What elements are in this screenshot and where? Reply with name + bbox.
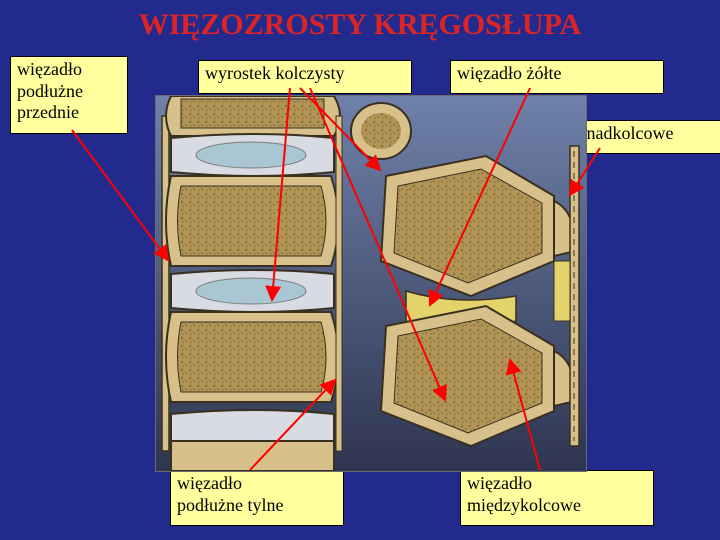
label-podluzne-przednie: więzadło podłużne przednie — [10, 56, 128, 134]
stage: WIĘZOZROSTY KRĘGOSŁUPA więzadło podłużne… — [0, 0, 720, 540]
title: WIĘZOZROSTY KRĘGOSŁUPA — [0, 8, 720, 42]
label-wyrostek-kolczysty: wyrostek kolczysty — [198, 60, 412, 94]
vertebrae-svg — [156, 96, 586, 471]
vertebrae-diagram — [155, 95, 587, 472]
label-podluzne-tylne: więzadło podłużne tylne — [170, 470, 344, 526]
label-miedzykolcowe: więzadło międzykolcowe — [460, 470, 654, 526]
label-wiezadlo-zolte: więzadło żółte — [450, 60, 664, 94]
